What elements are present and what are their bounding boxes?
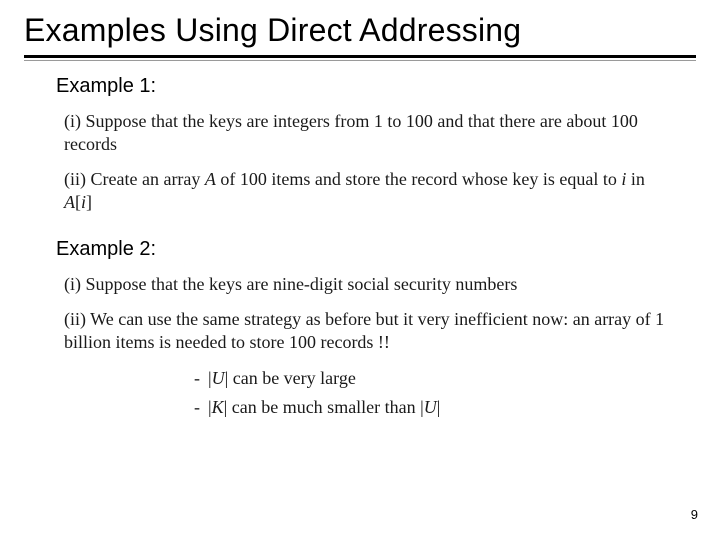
- example-2-item-2: (ii) We can use the same strategy as bef…: [64, 308, 672, 354]
- example-2-body: (i) Suppose that the keys are nine-digit…: [64, 273, 672, 354]
- bracket-close: ]: [86, 192, 92, 212]
- example-2-item-1: (i) Suppose that the keys are nine-digit…: [64, 273, 672, 296]
- var-a: A: [205, 169, 216, 189]
- bullet-2: -|K| can be much smaller than |U|: [194, 397, 696, 418]
- text-fragment: of 100 items and store the record whose …: [216, 169, 621, 189]
- rule-thick: [24, 55, 696, 58]
- page-number: 9: [691, 507, 698, 522]
- text-fragment: | can be very large: [225, 368, 356, 388]
- text-fragment: | can be much smaller than |: [224, 397, 424, 417]
- var-k: K: [212, 397, 224, 417]
- var-a-2: A: [64, 192, 75, 212]
- page-title: Examples Using Direct Addressing: [24, 12, 696, 49]
- text-fragment: (ii) Create an array: [64, 169, 205, 189]
- var-u: U: [212, 368, 225, 388]
- example-1-item-2: (ii) Create an array A of 100 items and …: [64, 168, 672, 214]
- dash-icon: -: [194, 397, 208, 418]
- example-1-item-1: (i) Suppose that the keys are integers f…: [64, 110, 672, 156]
- slide-container: Examples Using Direct Addressing Example…: [0, 0, 720, 540]
- example-2-heading: Example 2:: [56, 238, 696, 261]
- bullet-1: -|U| can be very large: [194, 368, 696, 389]
- text-fragment: in: [626, 169, 645, 189]
- example-1-heading: Example 1:: [56, 75, 696, 98]
- bullet-list: -|U| can be very large - | K| can be much …: [194, 368, 696, 418]
- dash-icon: -: [194, 368, 208, 389]
- example-1-body: (i) Suppose that the keys are integers f…: [64, 110, 672, 214]
- title-rule: [24, 55, 696, 61]
- abs-close: |: [437, 397, 441, 417]
- var-u-2: U: [424, 397, 437, 417]
- rule-thin: [24, 60, 696, 61]
